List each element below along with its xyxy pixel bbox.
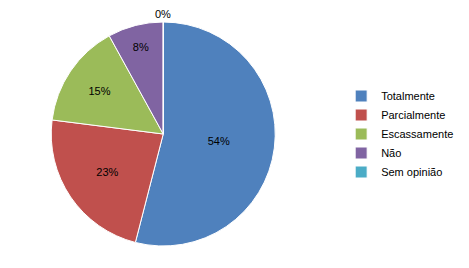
- svg-text:0%: 0%: [155, 8, 171, 20]
- svg-text:54%: 54%: [208, 135, 230, 147]
- svg-text:23%: 23%: [96, 166, 118, 178]
- svg-text:Não: Não: [381, 147, 401, 159]
- svg-text:15%: 15%: [88, 85, 110, 97]
- svg-text:Sem opinião: Sem opinião: [381, 166, 442, 178]
- svg-text:Escassamente: Escassamente: [381, 128, 453, 140]
- svg-text:Parcialmente: Parcialmente: [381, 109, 445, 121]
- svg-text:8%: 8%: [133, 41, 149, 53]
- svg-text:Totalmente: Totalmente: [381, 90, 435, 102]
